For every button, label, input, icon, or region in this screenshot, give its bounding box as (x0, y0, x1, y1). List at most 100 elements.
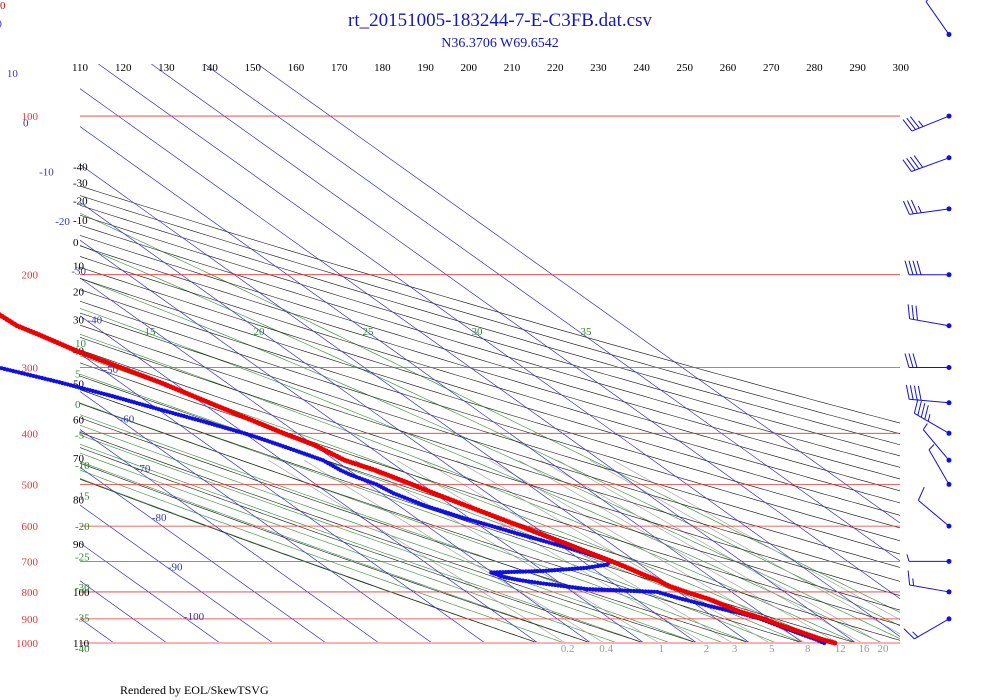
isotherm-lines (80, 64, 900, 642)
top-axis-label: 140 (201, 62, 218, 74)
wind-barb-flag (913, 385, 918, 401)
top-axis-label: 270 (763, 62, 780, 74)
wind-barb-staff (909, 398, 950, 404)
mixing-ratio-line (304, 460, 604, 642)
wind-barb-staff (922, 429, 950, 461)
moist-adiabat-label: 35 (581, 326, 593, 338)
moist-adiabat-label: -20 (75, 521, 90, 533)
moist-adiabat-line (80, 478, 536, 642)
dry-adiabat-lines (80, 185, 900, 642)
moist-adiabat-label: 25 (363, 326, 375, 338)
dry-adiabat-label: 70 (73, 453, 85, 465)
moist-adiabat-label: -5 (75, 430, 85, 442)
isotherm-line (80, 353, 485, 642)
pressure-tick-label: 700 (22, 556, 39, 568)
isotherm-line (80, 542, 220, 642)
mixing-ratio-label: 20 (878, 643, 890, 655)
wind-barb-flag (916, 260, 922, 275)
isotherm-line (80, 277, 591, 642)
wind-barb-staff (909, 318, 950, 327)
wind-barb (906, 554, 952, 564)
wind-barb (928, 444, 952, 487)
mixing-ratio-line (354, 460, 659, 642)
top-axis-label: 300 (893, 62, 910, 74)
isotherm-label: -60 (120, 413, 135, 425)
top-axis-label: 150 (245, 62, 262, 74)
wind-barb (904, 260, 952, 278)
wind-barb-flag (920, 403, 926, 418)
moist-adiabat-label: 30 (472, 326, 484, 338)
wind-barb (907, 304, 952, 329)
wind-barb-flag (905, 384, 910, 400)
wind-barb-half-flag (922, 423, 928, 430)
wind-barb (922, 423, 952, 463)
isotherm-label: -10 (39, 167, 54, 179)
wind-barb-staff (911, 157, 950, 172)
corner-label: 0 (0, 0, 6, 12)
isotherm-line (80, 391, 432, 642)
moist-adiabat-label: -35 (75, 613, 90, 625)
dry-adiabat-label: 10 (73, 261, 85, 273)
wind-barbs (902, 0, 952, 640)
isotherm-label: -70 (136, 463, 151, 475)
isotherm-line (150, 64, 900, 600)
dry-adiabat-label: 30 (73, 315, 85, 327)
isotherm-label: 10 (7, 68, 19, 80)
top-axis-label: 290 (849, 62, 866, 74)
mixing-ratio-line (557, 460, 880, 642)
dry-adiabat-label: 20 (73, 286, 85, 298)
wind-barb-flag (909, 156, 920, 170)
top-axis-label: 190 (417, 62, 434, 74)
isotherm-label: -20 (55, 216, 70, 228)
top-axis-label: 110 (72, 62, 89, 74)
moist-adiabat-line (80, 308, 881, 642)
dry-adiabat-line (80, 278, 900, 529)
wind-barb-flag (906, 200, 914, 215)
wind-barb-half-flag (928, 444, 935, 451)
dry-adiabat-label: 80 (73, 495, 85, 507)
moist-adiabat-label: 15 (145, 326, 157, 338)
wind-barb (917, 486, 952, 529)
moist-adiabat-line (80, 452, 616, 642)
isotherm-label: -30 (71, 265, 86, 277)
wind-barb-flag (903, 200, 910, 215)
wind-barb-half-flag (917, 205, 922, 213)
dry-adiabat-line (80, 245, 900, 492)
dry-adiabat-label: 0 (73, 237, 79, 249)
mixing-ratio-label: 1 (658, 643, 664, 655)
wind-barb (902, 113, 952, 132)
dry-adiabat-line (80, 324, 900, 582)
moist-adiabat-label: -15 (75, 491, 90, 503)
wind-barb-flag (908, 353, 914, 368)
dry-adiabat-label: -40 (73, 162, 88, 174)
isotherm-line (80, 88, 856, 642)
dry-adiabat-line (80, 185, 900, 424)
wind-barb-staff (928, 449, 950, 485)
wind-barb-flag (912, 353, 918, 368)
pressure-tick-label: 200 (22, 270, 39, 282)
wind-barb (925, 0, 952, 37)
moist-adiabat-line (80, 389, 775, 642)
wind-barb-half-flag (906, 554, 910, 562)
top-axis-label: 220 (547, 62, 564, 74)
moist-adiabat-line (80, 244, 900, 627)
wind-barb-flag (904, 353, 910, 368)
isotherm-line (97, 64, 900, 638)
top-axis-label: 130 (158, 62, 175, 74)
top-axis-label: 180 (374, 62, 391, 74)
render-credit: Rendered by EOL/SkewTSVG (120, 683, 269, 697)
chart-subtitle: N36.3706 W69.6542 (441, 36, 559, 51)
moist-adiabat-line (80, 355, 828, 642)
pressure-tick-label: 600 (22, 521, 39, 533)
wind-barb (913, 399, 952, 436)
temperature-profile (0, 312, 838, 646)
mixing-ratio-label: 0.4 (599, 643, 613, 655)
chart-title: rt_20151005-183244-7-E-C3FB.dat.csv (348, 10, 652, 31)
mixing-ratio-label: 3 (732, 643, 738, 655)
moist-adiabat-line (80, 443, 642, 642)
isotherm-line (80, 315, 538, 642)
wind-barb-staff (911, 115, 950, 132)
mixing-ratio-line (422, 460, 732, 642)
dry-adiabat-label: 50 (73, 378, 85, 390)
